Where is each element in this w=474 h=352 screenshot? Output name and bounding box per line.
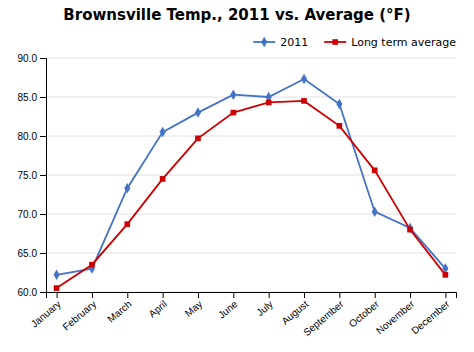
y-tick-mark xyxy=(40,214,46,215)
x-tick-mark xyxy=(127,292,128,298)
marker xyxy=(337,123,343,129)
marker xyxy=(54,285,60,291)
grid xyxy=(46,58,456,292)
series xyxy=(54,98,448,291)
y-tick-mark xyxy=(40,136,46,137)
x-tick-label: February xyxy=(61,298,99,332)
x-tick-mark xyxy=(269,292,270,298)
marker xyxy=(407,227,413,233)
marker xyxy=(372,206,378,217)
grid-line xyxy=(46,214,456,215)
legend: 2011 Long term average xyxy=(253,36,456,49)
x-tick: September xyxy=(301,292,346,338)
x-tick-mark xyxy=(57,292,58,298)
y-tick-label: 80.0 xyxy=(18,131,38,142)
y-tick: 60.0 xyxy=(18,287,46,298)
legend-item: Long term average xyxy=(324,36,456,49)
y-axis: 60.0 65.0 70.0 75.0 80.0 85.0 90.0 xyxy=(18,53,47,298)
x-tick: August xyxy=(279,292,310,327)
y-tick-mark xyxy=(40,292,46,293)
y-tick-label: 65.0 xyxy=(18,248,38,259)
x-tick-mark xyxy=(92,292,93,298)
x-tick-label: April xyxy=(147,298,169,319)
y-axis-line xyxy=(40,59,47,293)
x-tick: October xyxy=(347,292,382,330)
marker xyxy=(301,98,307,104)
x-tick: June xyxy=(216,292,240,321)
marker xyxy=(301,74,307,85)
chart: Brownsville Temp., 2011 vs. Average (°F)… xyxy=(0,0,474,352)
y-tick-label: 75.0 xyxy=(18,170,38,181)
title: Brownsville Temp., 2011 vs. Average (°F) xyxy=(63,6,410,24)
y-tick: 90.0 xyxy=(18,53,46,64)
legend-marker xyxy=(332,39,338,45)
marker xyxy=(372,167,378,173)
y-tick: 75.0 xyxy=(18,170,46,181)
x-tick-mark xyxy=(445,292,446,298)
x-tick-label: January xyxy=(29,298,63,329)
marker xyxy=(230,110,236,116)
x-tick-label: September xyxy=(301,298,346,338)
legend-label: Long term average xyxy=(351,36,456,49)
legend-marker xyxy=(261,37,267,48)
x-tick-mark xyxy=(339,292,340,298)
x-tick-label: May xyxy=(183,298,205,319)
grid-line xyxy=(46,136,456,137)
y-tick: 65.0 xyxy=(18,248,46,259)
x-tick-label: July xyxy=(254,298,275,318)
legend-item: 2011 xyxy=(253,36,308,49)
marker xyxy=(160,176,166,182)
marker xyxy=(266,100,272,106)
x-tick-mark xyxy=(304,292,305,298)
x-tick-mark xyxy=(375,292,376,298)
x-tick-label: March xyxy=(105,298,133,324)
x-axis: JanuaryFebruaryMarch April May June JulyAugu… xyxy=(29,292,457,338)
x-tick: January xyxy=(29,292,63,330)
x-tick: April xyxy=(147,292,169,320)
x-tick: May xyxy=(183,292,205,319)
x-tick-label: June xyxy=(216,298,240,321)
marks xyxy=(54,74,449,291)
series-line xyxy=(57,101,446,288)
x-tick-mark xyxy=(163,292,164,298)
y-tick-mark xyxy=(40,253,46,254)
y-tick-mark xyxy=(40,97,46,98)
x-axis-line xyxy=(47,293,457,299)
y-tick-label: 90.0 xyxy=(18,53,38,64)
grid-line xyxy=(46,58,456,59)
y-tick: 80.0 xyxy=(18,131,46,142)
marker xyxy=(124,221,130,227)
marker xyxy=(336,99,342,110)
marker xyxy=(54,270,60,281)
marker xyxy=(443,272,449,278)
y-tick-label: 85.0 xyxy=(18,92,38,103)
plot: 60.0 65.0 70.0 75.0 80.0 85.0 90.0 JanuaryFebru… xyxy=(18,53,457,338)
x-tick: December xyxy=(409,292,452,336)
x-tick-label: August xyxy=(279,298,310,327)
x-tick: July xyxy=(254,292,275,318)
y-tick-mark xyxy=(40,58,46,59)
x-tick: February xyxy=(61,292,99,332)
grid-line xyxy=(46,175,456,176)
marker xyxy=(124,183,130,194)
x-tick: March xyxy=(105,292,133,325)
grid-line xyxy=(46,253,456,254)
marker xyxy=(195,136,201,142)
marker xyxy=(230,89,236,100)
marker xyxy=(195,107,201,118)
x-tick-mark xyxy=(410,292,411,298)
y-tick: 85.0 xyxy=(18,92,46,103)
y-tick-label: 70.0 xyxy=(18,209,38,220)
x-tick-mark xyxy=(198,292,199,298)
marker xyxy=(160,127,166,138)
y-tick-mark xyxy=(40,175,46,176)
y-tick-label: 60.0 xyxy=(18,287,38,298)
y-tick: 70.0 xyxy=(18,209,46,220)
x-tick-mark xyxy=(233,292,234,298)
legend-label: 2011 xyxy=(280,36,308,49)
series xyxy=(54,74,449,280)
marker xyxy=(89,262,95,268)
x-tick-label: December xyxy=(409,298,452,337)
